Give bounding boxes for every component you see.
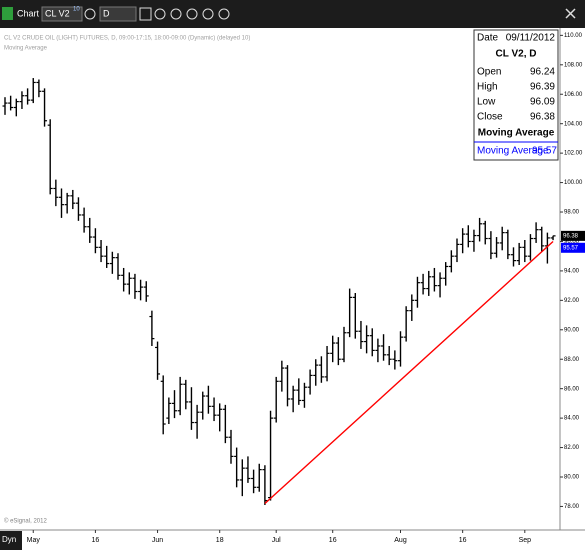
superscript: 10	[73, 7, 80, 13]
interval: D	[103, 8, 110, 18]
study-label: Moving Average	[4, 46, 48, 52]
x-tick-label: 16	[329, 537, 337, 544]
copyright: © eSignal, 2012	[4, 518, 47, 525]
x-tick-label: 16	[92, 537, 100, 544]
info-label: Date	[477, 33, 499, 44]
y-tick-label: 104.00	[564, 121, 583, 127]
chart-header: CL V2 CRUDE OIL (LIGHT) FUTURES, D, 09:0…	[4, 36, 250, 42]
price-flag	[561, 242, 585, 253]
y-tick-label: 88.00	[564, 357, 580, 363]
info-label: High	[477, 82, 498, 93]
y-tick-label: 78.00	[564, 504, 580, 510]
session-box	[0, 531, 22, 550]
info-box-frame	[473, 29, 559, 161]
y-tick-label: 102.00	[564, 151, 583, 157]
y-tick-label: 100.00	[564, 180, 583, 186]
y-tick-label: 106.00	[564, 92, 583, 98]
app-icon	[2, 7, 13, 20]
toolbar-title: Chart	[17, 8, 40, 18]
info-box: Date 09/11/2012 CL V2, D Open 96.24 High…	[473, 29, 559, 161]
info-label: Moving Average	[477, 146, 549, 157]
y-tick-label: 82.00	[564, 445, 580, 451]
tool-button[interactable]	[139, 7, 152, 21]
price-flag-label: 95.57	[563, 245, 579, 251]
info-value: 95.57	[532, 146, 557, 157]
symbol: CL V2	[45, 8, 70, 18]
y-tick-label: 92.00	[564, 298, 580, 304]
session: Dyn	[2, 535, 16, 544]
info-value: 96.38	[530, 112, 555, 123]
tool-button[interactable]	[202, 8, 214, 20]
close-button[interactable]	[565, 8, 576, 19]
y-tick-label: 84.00	[564, 416, 580, 422]
link-button[interactable]	[84, 8, 96, 20]
y-tick-label: 110.00	[564, 33, 583, 39]
tool-button[interactable]	[154, 8, 166, 20]
x-tick-label: 18	[216, 537, 224, 544]
info-value: 09/11/2012	[506, 33, 556, 44]
info-value: 96.24	[530, 67, 555, 78]
tool-button[interactable]	[170, 8, 182, 20]
info-symbol: CL V2, D	[496, 49, 537, 60]
x-tick-label: Jun	[152, 537, 163, 544]
info-label: Close	[477, 112, 503, 123]
plot: 78.00 80.00 82.00 84.00 86.00 88.00 90.00 92.00…	[2, 33, 583, 544]
info-study: Moving Average	[478, 128, 555, 139]
price-flag	[561, 230, 585, 241]
info-value: 96.09	[530, 97, 555, 108]
price-flag-label: 96.38	[563, 233, 579, 239]
tool-button[interactable]	[218, 8, 230, 20]
y-tick-label: 90.00	[564, 327, 580, 333]
x-tick-label: 16	[459, 537, 467, 544]
x-tick-label: Jul	[272, 537, 281, 544]
toolbar	[0, 0, 585, 28]
y-tick-label: 80.00	[564, 475, 580, 481]
symbol-input[interactable]	[41, 6, 83, 22]
trendline	[264, 240, 554, 505]
tool-button[interactable]	[186, 8, 198, 20]
interval-input[interactable]	[99, 6, 137, 22]
y-tick-label: 108.00	[564, 62, 583, 68]
info-label: Open	[477, 67, 501, 78]
info-label: Low	[477, 97, 496, 108]
y-tick-label: 94.00	[564, 268, 580, 274]
y-tick-label: 96.00	[564, 239, 580, 245]
x-tick-label: Aug	[394, 537, 407, 544]
x-tick-label: May	[27, 537, 41, 544]
info-value: 96.39	[530, 82, 555, 93]
x-tick-label: Sep	[519, 537, 532, 544]
y-tick-label: 98.00	[564, 210, 580, 216]
y-tick-label: 86.00	[564, 386, 580, 392]
